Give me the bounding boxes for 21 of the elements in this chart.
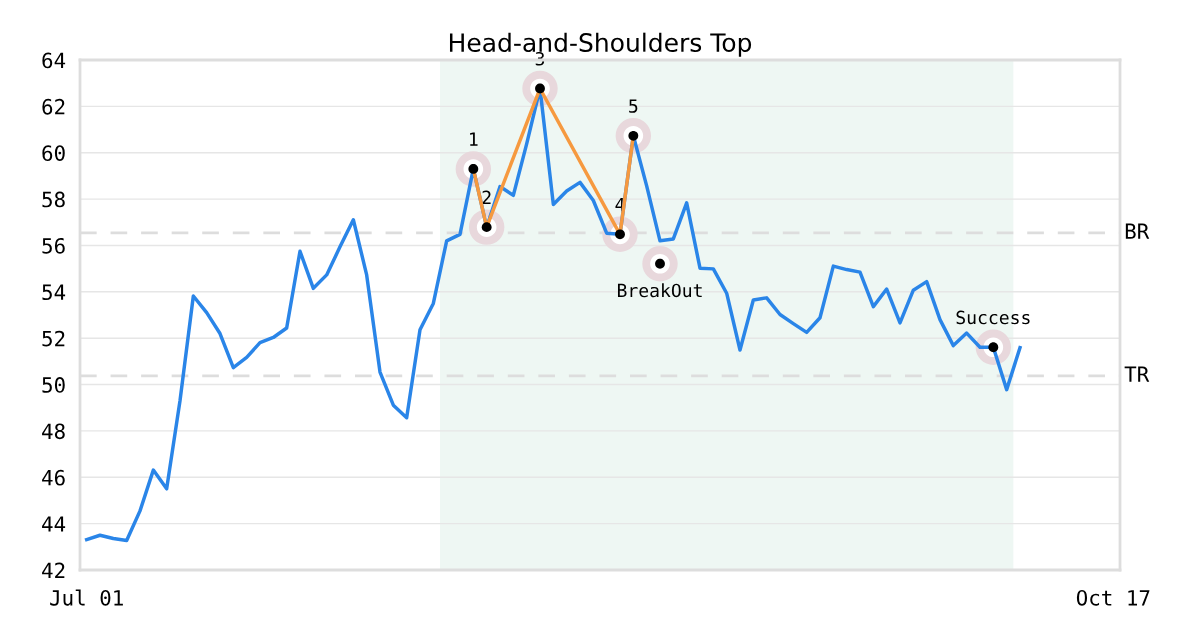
y-tick-label: 42 [42,562,65,578]
y-tick-label: 58 [42,191,65,208]
x-tick-label: Jul 01 [50,589,123,606]
ref-line-label: TR [1124,366,1150,382]
annotation: 1 [470,132,478,146]
y-tick-label: 44 [42,516,66,532]
y-tick-label: 56 [42,237,65,254]
y-tick-label: 52 [42,330,65,347]
y-tick-label: 48 [42,423,65,440]
y-tick-label: 54 [42,284,66,301]
y-tick-label: 46 [42,469,65,486]
annotation: BreakOut [617,283,702,298]
annotation: 2 [482,190,491,204]
y-tick-label: 62 [42,98,65,115]
annotation: 5 [629,99,638,113]
y-tick-label: 64 [42,52,66,69]
ref-line-label: BR [1125,223,1150,239]
y-tick-label: 50 [42,377,65,393]
annotation: Success [956,310,1030,325]
y-tick-label: 60 [42,145,65,161]
x-tick-label: Oct 17 [1076,589,1150,606]
